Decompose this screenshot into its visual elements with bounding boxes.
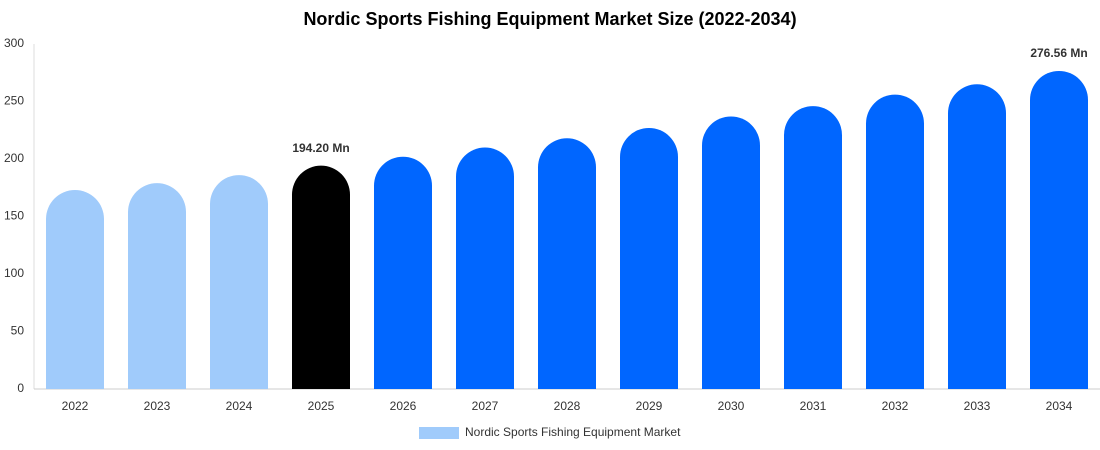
- x-tick-label: 2033: [964, 399, 991, 413]
- x-tick-label: 2029: [636, 399, 663, 413]
- legend-swatch: [419, 427, 459, 439]
- y-tick-label: 50: [11, 324, 25, 338]
- x-tick-label: 2032: [882, 399, 909, 413]
- y-tick-label: 200: [4, 151, 24, 165]
- bar: [374, 156, 432, 389]
- chart-title: Nordic Sports Fishing Equipment Market S…: [303, 9, 796, 29]
- x-tick-label: 2022: [62, 399, 89, 413]
- bar: [538, 138, 596, 389]
- bar: [210, 175, 268, 389]
- bar: [128, 183, 186, 389]
- x-tick-label: 2023: [144, 399, 171, 413]
- y-tick-label: 100: [4, 266, 24, 280]
- y-tick-label: 300: [4, 36, 24, 50]
- x-tick-label: 2026: [390, 399, 417, 413]
- data-label: 194.20 Mn: [292, 141, 349, 155]
- x-tick-label: 2024: [226, 399, 253, 413]
- bar: [702, 116, 760, 389]
- y-tick-label: 150: [4, 209, 24, 223]
- x-tick-label: 2027: [472, 399, 499, 413]
- bar: [620, 127, 678, 389]
- x-tick-label: 2031: [800, 399, 827, 413]
- bar: [948, 84, 1006, 389]
- bar: [292, 165, 350, 389]
- bar: [1030, 70, 1088, 390]
- legend-label: Nordic Sports Fishing Equipment Market: [465, 425, 681, 439]
- y-tick-label: 0: [17, 381, 24, 395]
- bar: [866, 94, 924, 390]
- y-tick-label: 250: [4, 94, 24, 108]
- x-tick-label: 2028: [554, 399, 581, 413]
- data-label: 276.56 Mn: [1030, 46, 1087, 60]
- x-tick-label: 2030: [718, 399, 745, 413]
- x-tick-label: 2025: [308, 399, 335, 413]
- bar: [46, 190, 104, 389]
- x-tick-label: 2034: [1046, 399, 1073, 413]
- bar: [784, 106, 842, 389]
- bar: [456, 147, 514, 389]
